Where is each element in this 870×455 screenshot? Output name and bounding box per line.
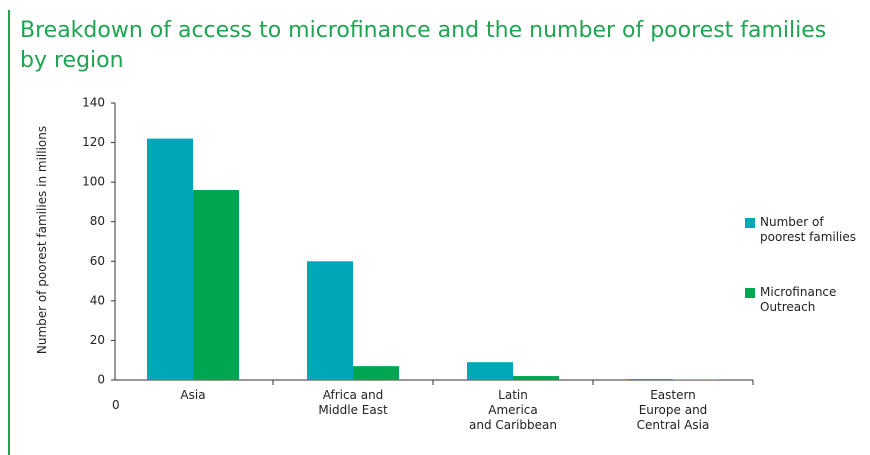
y-tick-label: 60: [90, 254, 105, 268]
x-tick-label: Latin America and Caribbean: [469, 388, 557, 432]
y-tick-label: 120: [82, 135, 105, 149]
y-tick-label: 100: [82, 175, 105, 189]
x-origin-label: 0: [112, 398, 120, 412]
bar: [627, 379, 673, 380]
x-tick-label: Eastern Europe and Central Asia: [636, 388, 710, 432]
legend-label: Number of poorest families: [760, 215, 857, 244]
y-axis-label: Number of poorest families in millions: [35, 125, 49, 355]
bar: [147, 138, 193, 380]
y-tick-label: 20: [90, 333, 105, 347]
legend-swatch: [745, 218, 755, 228]
x-tick-label: Africa and Middle East: [318, 388, 388, 417]
bar: [353, 366, 399, 380]
bar: [467, 362, 513, 380]
x-tick-label: Asia: [180, 388, 206, 402]
y-tick-label: 40: [90, 293, 105, 307]
legend-swatch: [745, 288, 755, 298]
bar: [307, 261, 353, 380]
legend-label: Microfinance Outreach: [760, 285, 837, 314]
bar: [513, 376, 559, 380]
bar: [193, 190, 239, 380]
y-tick-label: 0: [97, 373, 105, 387]
chart-title: Breakdown of access to microfinance and …: [20, 18, 827, 73]
y-tick-label: 80: [90, 214, 105, 228]
y-tick-label: 140: [82, 96, 105, 110]
